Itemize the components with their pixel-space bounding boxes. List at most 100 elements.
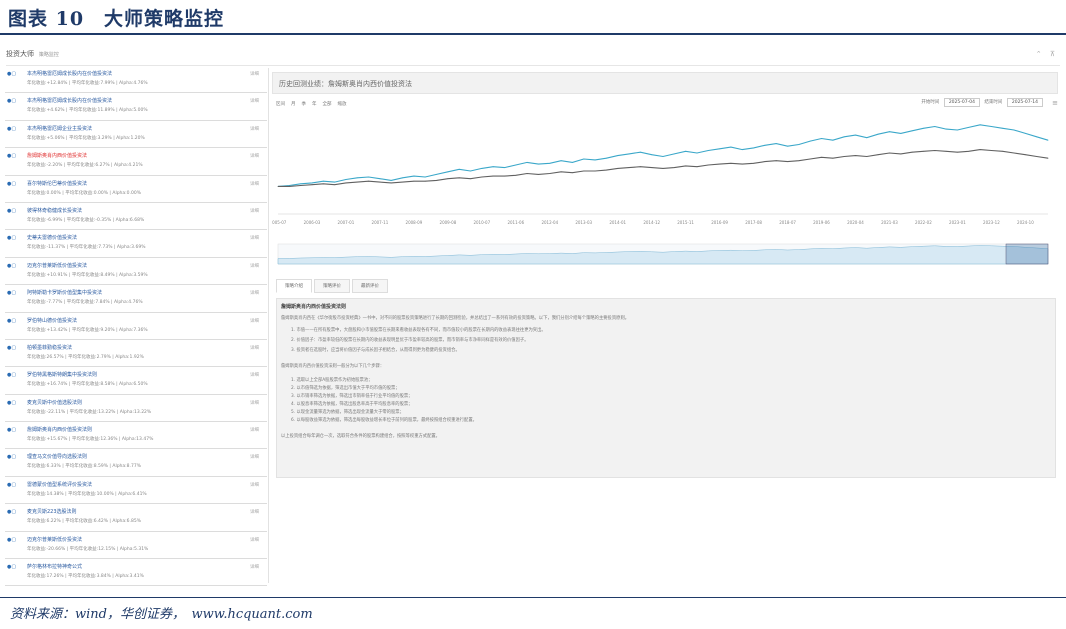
strategy-detail-link[interactable]: 详细	[250, 455, 259, 461]
strategy-item[interactable]: ●▢ 本杰明格雷厄姆成长股内在价值投资法 年化收益:+12.84% | 平均年化收益…	[5, 66, 267, 94]
x-tick-label: 2013-03	[575, 220, 592, 225]
strategy-name[interactable]: 詹姆斯奥肖内西价值投资法	[27, 153, 88, 160]
range-button[interactable]: 全部	[322, 102, 332, 107]
strategy-name[interactable]: 迈克尔普莱斯低价值投资法	[27, 262, 88, 269]
data-point	[832, 139, 834, 141]
x-tick-label: 2009-08	[440, 220, 457, 225]
strategy-item[interactable]: ●▢ 麦克贝斯中价值选股法则 年化收益:-22.11% | 平均年化收益:13.22…	[5, 395, 267, 423]
strategy-detail-link[interactable]: 详细	[250, 263, 259, 269]
x-tick-label: 2014-01	[609, 220, 626, 225]
strategy-name[interactable]: 萨尔格林布拉特神奇公式	[27, 564, 83, 571]
strategy-name[interactable]: 麦克贝斯中价值选股法则	[27, 399, 83, 406]
data-point	[436, 180, 437, 181]
data-point	[719, 163, 720, 165]
strategy-name[interactable]: 阿特斯勒卡罗斯价值型集中投资法	[27, 290, 103, 297]
strategy-name[interactable]: 罗伯特黑格斯特朗集中投资法则	[27, 372, 98, 379]
description-paragraph: 詹姆斯奥肖内西在《华尔街股市投资经典》一书中，对不同的股票投资策略进行了长期的回…	[281, 316, 630, 321]
strategy-detail-link[interactable]: 详细	[250, 181, 259, 187]
strategy-detail-link[interactable]: 详细	[250, 400, 259, 406]
range-button[interactable]: 月	[291, 102, 296, 107]
strategy-detail-link[interactable]: 详细	[250, 428, 259, 434]
range-navigator[interactable]	[272, 240, 1058, 268]
strategy-name[interactable]: 本杰明格雷厄姆成长股内在价值投资法	[27, 98, 113, 105]
strategy-name[interactable]: 本杰明格雷厄姆成长股内在价值投资法	[27, 71, 113, 77]
strategy-item[interactable]: ●▢ 本杰明格雷厄姆企业主投资法 年化收益:+5.06% | 平均年化收益:3.29…	[5, 121, 267, 149]
menu-icon[interactable]: ≡	[1052, 99, 1058, 107]
strategy-name[interactable]: 喜尔特斯伦巴蒂价值投资法	[27, 180, 88, 187]
strategy-item[interactable]: ●▢ 罗伯特黑格斯特朗集中投资法则 年化收益:+16.74% | 平均年化收益:8.…	[5, 367, 267, 395]
range-button[interactable]: 缩放	[337, 102, 347, 107]
tab-1[interactable]: 策略评价	[314, 279, 350, 293]
tab-2[interactable]: 最新评价	[352, 279, 388, 293]
data-point	[889, 152, 890, 154]
data-point	[855, 155, 856, 156]
strategy-item[interactable]: ●▢ 雷德蒙价值型系统评价投资法 年化收益:14.38% | 平均年化收益:10.0…	[5, 477, 267, 505]
strategy-name[interactable]: 理查马文价值导向选股法则	[27, 454, 88, 461]
strategy-detail-link[interactable]: 详细	[250, 236, 259, 242]
series-line-0	[277, 124, 1049, 187]
strategy-name[interactable]: 罗伯特山德价值投资法	[27, 317, 78, 324]
start-date-input[interactable]: 2025-07-04	[943, 98, 980, 107]
range-button[interactable]: 区间	[276, 102, 285, 107]
strategy-item[interactable]: ●▢ 麦克贝斯223选股法则 年化收益:6.22% | 平均年化收益:6.42% |…	[5, 504, 267, 532]
strategy-stats: 年化收益:-6.99% | 平均年化收益:-0.35% | Alpha:6.68…	[27, 217, 145, 223]
strategy-detail-link[interactable]: 详细	[250, 345, 259, 351]
strategy-detail-link[interactable]: 详细	[250, 510, 259, 516]
strategy-item[interactable]: ●▢ 萨尔格林布拉特神奇公式 年化收益:17.26% | 平均年化收益:3.84% …	[5, 559, 267, 587]
strategy-detail-link[interactable]: 详细	[250, 126, 259, 132]
strategy-item[interactable]: ●▢ 史蒂夫雷德价值投资法 年化收益:-11.37% | 平均年化收益:7.73% …	[5, 230, 267, 258]
strategy-name[interactable]: 柏顿墨菲勤稳投资法	[27, 344, 73, 351]
x-tick-label: 2023-01	[949, 220, 966, 225]
x-tick-label: 2019-06	[813, 220, 830, 225]
strategy-item[interactable]: ●▢ 喜尔特斯伦巴蒂价值投资法 年化收益:0.00% | 平均年化收益:0.00% …	[5, 176, 267, 203]
end-date-input[interactable]: 2025-07-14	[1006, 98, 1043, 107]
data-point	[651, 154, 653, 156]
strategy-item[interactable]: ●▢ 迈克尔普莱斯低价投资法 年化收益:-20.66% | 平均年化收益:12.15…	[5, 532, 267, 560]
strategy-detail-link[interactable]: 详细	[250, 318, 259, 324]
strategy-detail-link[interactable]: 详细	[250, 291, 259, 297]
strategy-name[interactable]: 麦克贝斯223选股法则	[27, 509, 77, 516]
strategy-item[interactable]: ●▢ 罗伯特山德价值投资法 年化收益:+13.42% | 平均年化收益:9.20% …	[5, 313, 267, 340]
strategy-item[interactable]: ●▢ 詹姆斯奥肖内西价值投资法 年化收益:-2.20% | 平均年化收益:6.27%…	[5, 148, 267, 176]
description-heading: 詹姆斯奥肖内西价值投资法则	[281, 304, 347, 310]
window-controls-icon[interactable]: ⌃ ⊼	[1035, 50, 1058, 58]
strategy-detail-link[interactable]: 详细	[250, 72, 259, 77]
data-point	[764, 144, 766, 146]
tab-0[interactable]: 策略介绍	[276, 279, 312, 293]
data-point	[526, 173, 528, 174]
strategy-detail-link[interactable]: 详细	[250, 373, 259, 379]
strategy-detail-link[interactable]: 详细	[250, 482, 259, 488]
strategy-name[interactable]: 詹姆斯奥肖内西价值投资法则	[27, 427, 93, 434]
data-point	[991, 126, 992, 127]
strategy-name[interactable]: 迈克尔普莱斯低价投资法	[27, 536, 83, 543]
detail-panel: 历史回测业绩：詹姆斯奥肖内西价值投资法 区间 月季年全部 缩放 开始时间 2025-…	[272, 72, 1058, 584]
strategy-detail-link[interactable]: 详细	[250, 537, 259, 543]
strategy-name[interactable]: 史蒂夫雷德价值投资法	[27, 235, 78, 242]
description-paragraph: 2. 价值因子：市盈率较低的股票在长期内的收益表现明显优于市盈率较高的股票，而市…	[291, 338, 529, 343]
strategy-name[interactable]: 本杰明格雷厄姆企业主投资法	[27, 125, 93, 132]
range-button[interactable]: 季	[301, 102, 307, 107]
strategy-stats: 年化收益:-11.37% | 平均年化收益:7.73% | Alpha:3.69…	[27, 245, 146, 251]
strategy-icon: ●▢	[7, 71, 17, 77]
strategy-item[interactable]: ●▢ 理查马文价值导向选股法则 年化收益:6.33% | 平均年化收益:8.59% …	[5, 449, 267, 477]
range-button[interactable]: 年	[312, 102, 317, 107]
strategy-icon: ●▢	[7, 98, 17, 105]
strategy-name[interactable]: 雷德蒙价值型系统评价投资法	[27, 481, 93, 488]
strategy-item[interactable]: ●▢ 本杰明格雷厄姆成长股内在价值投资法 年化收益:+4.62% | 平均年化收益:…	[5, 93, 267, 121]
strategy-item[interactable]: ●▢ 詹姆斯奥肖内西价值投资法则 年化收益:+15.67% | 平均年化收益:12.…	[5, 422, 267, 450]
navigator-selection[interactable]	[1005, 243, 1049, 265]
strategy-item[interactable]: ●▢ 迈克尔普莱斯低价值投资法 年化收益:+10.91% | 平均年化收益:8.49…	[5, 258, 267, 286]
strategy-detail-link[interactable]: 详细	[250, 154, 259, 160]
strategy-detail-link[interactable]: 详细	[250, 99, 259, 105]
strategy-stats: 年化收益:+10.91% | 平均年化收益:8.49% | Alpha:3.59…	[27, 272, 148, 278]
strategy-name[interactable]: 彼得林奇稳健成长投资法	[27, 207, 83, 214]
strategy-item[interactable]: ●▢ 柏顿墨菲勤稳投资法 年化收益:26.57% | 平均年化收益:2.79% | …	[5, 340, 267, 368]
data-point	[470, 170, 471, 172]
strategy-stats: 年化收益:17.26% | 平均年化收益:3.84% | Alpha:3.41%	[27, 574, 144, 580]
strategy-detail-link[interactable]: 详细	[250, 565, 259, 571]
strategy-item[interactable]: ●▢ 彼得林奇稳健成长投资法 年化收益:-6.99% | 平均年化收益:-0.35%…	[5, 203, 267, 231]
strategy-detail-link[interactable]: 详细	[250, 208, 259, 214]
strategy-item[interactable]: ●▢ 阿特斯勒卡罗斯价值型集中投资法 年化收益:-7.77% | 平均年化收益:7.…	[5, 285, 267, 313]
strategy-stats: 年化收益:6.33% | 平均年化收益:8.59% | Alpha:8.77%	[27, 464, 141, 470]
data-point	[617, 168, 619, 169]
